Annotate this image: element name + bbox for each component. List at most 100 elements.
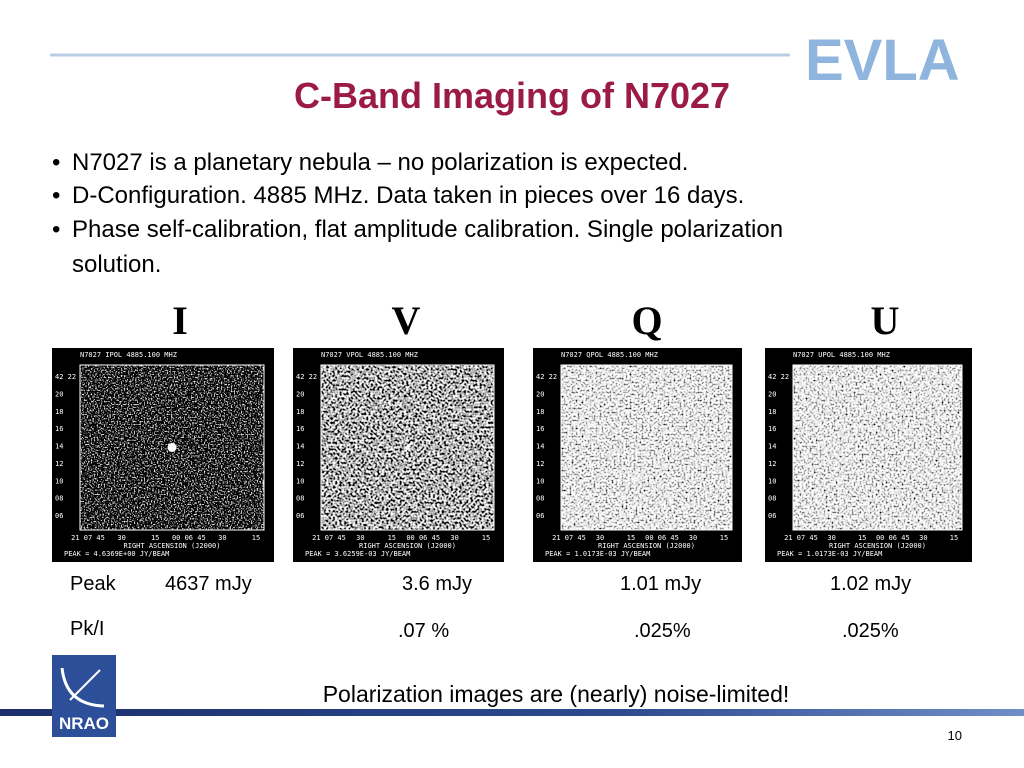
image-x-label: RIGHT ASCENSION (J2000) <box>359 542 456 550</box>
image-y-tick: 18 <box>296 408 304 416</box>
image-y-tick: 06 <box>768 512 776 520</box>
image-y-tick: 06 <box>296 512 304 520</box>
image-y-tick: 42 22 <box>768 373 789 381</box>
image-y-tick: 18 <box>55 408 63 416</box>
noise-image <box>793 365 962 530</box>
image-x-tick: 21 07 45 <box>784 534 818 542</box>
evla-logo: EVLA <box>805 28 960 93</box>
image-y-tick: 10 <box>768 477 776 485</box>
cell: 3.6 mJy <box>402 573 472 595</box>
plot-border <box>79 364 265 531</box>
image-y-tick: 06 <box>55 512 63 520</box>
bullet-dot: • <box>52 149 60 176</box>
image-x-tick: 00 06 45 <box>645 534 679 542</box>
page-number: 10 <box>948 728 962 743</box>
peak-table: Peak 4637 mJy 3.6 mJy 1.01 mJy 1.02 mJy … <box>70 573 911 642</box>
image-panels: I N7027 IPOL 4885.100 MHZ 42 22 20 18 16 14 12 1… <box>52 298 972 562</box>
image-x-tick: 30 <box>117 534 125 542</box>
image-header: N7027 IPOL 4885.100 MHZ <box>80 351 177 359</box>
bullet-dot: • <box>52 216 60 243</box>
cell: 4637 mJy <box>165 573 252 595</box>
plot-border <box>560 364 733 531</box>
bullet: solution. <box>72 251 161 278</box>
bullet: N7027 is a planetary nebula – no polariz… <box>72 149 688 176</box>
image-x-tick: 21 07 45 <box>71 534 105 542</box>
image-x-tick: 15 <box>950 534 958 542</box>
image-x-tick: 00 06 45 <box>172 534 206 542</box>
bullet-dot: • <box>52 182 60 209</box>
image-x-tick: 00 06 45 <box>876 534 910 542</box>
image-y-tick: 16 <box>768 425 776 433</box>
image-y-tick: 20 <box>536 390 544 398</box>
image-y-tick: 08 <box>55 495 63 503</box>
image-x-tick: 30 <box>689 534 697 542</box>
nrao-logo: NRAO <box>52 655 116 737</box>
image-y-tick: 14 <box>296 443 304 451</box>
image-y-tick: 20 <box>296 390 304 398</box>
row-label: Peak <box>70 573 117 595</box>
image-y-tick: 10 <box>296 477 304 485</box>
image-y-tick: 42 22 <box>296 373 317 381</box>
image-x-tick: 30 <box>450 534 458 542</box>
image-x-tick: 00 06 45 <box>406 534 440 542</box>
bullet: D-Configuration. 4885 MHz. Data taken in… <box>72 182 744 209</box>
image-x-label: RIGHT ASCENSION (J2000) <box>598 542 695 550</box>
image-header: N7027 QPOL 4885.100 MHZ <box>561 351 658 359</box>
image-x-tick: 30 <box>356 534 364 542</box>
image-x-tick: 15 <box>627 534 635 542</box>
image-y-tick: 12 <box>55 460 63 468</box>
image-y-tick: 16 <box>55 425 63 433</box>
image-y-tick: 10 <box>536 477 544 485</box>
cell: .07 % <box>398 620 449 642</box>
image-y-tick: 14 <box>536 443 544 451</box>
image-peak: PEAK = 1.0173E-03 JY/BEAM <box>777 550 882 558</box>
image-peak: PEAK = 1.0173E-03 JY/BEAM <box>545 550 650 558</box>
logo-text: NRAO <box>59 714 109 733</box>
image-y-tick: 18 <box>536 408 544 416</box>
image-header: N7027 UPOL 4885.100 MHZ <box>793 351 890 359</box>
image-y-tick: 08 <box>536 495 544 503</box>
cell: 1.02 mJy <box>830 573 911 595</box>
image-x-tick: 30 <box>827 534 835 542</box>
image-y-tick: 12 <box>536 460 544 468</box>
image-x-tick: 21 07 45 <box>312 534 346 542</box>
panel-label: U <box>871 298 900 343</box>
logo-beam <box>69 669 101 701</box>
row-label: Pk/I <box>70 618 104 640</box>
image-y-tick: 16 <box>296 425 304 433</box>
image-y-tick: 08 <box>768 495 776 503</box>
panel-label: Q <box>631 298 662 343</box>
image-y-tick: 42 22 <box>55 373 76 381</box>
image-x-tick: 30 <box>218 534 226 542</box>
image-x-tick: 15 <box>252 534 260 542</box>
image-x-tick: 15 <box>720 534 728 542</box>
cell: 1.01 mJy <box>620 573 701 595</box>
image-x-label: RIGHT ASCENSION (J2000) <box>829 542 926 550</box>
image-y-tick: 16 <box>536 425 544 433</box>
footer-bar <box>0 709 1024 716</box>
image-x-label: RIGHT ASCENSION (J2000) <box>124 542 221 550</box>
image-x-tick: 21 07 45 <box>552 534 586 542</box>
image-y-tick: 06 <box>536 512 544 520</box>
footer-note: Polarization images are (nearly) noise-l… <box>323 681 790 707</box>
image-x-tick: 15 <box>388 534 396 542</box>
image-y-tick: 10 <box>55 477 63 485</box>
image-x-tick: 15 <box>151 534 159 542</box>
image-x-tick: 15 <box>858 534 866 542</box>
image-peak: PEAK = 3.6259E-03 JY/BEAM <box>305 550 410 558</box>
panel-label: V <box>392 298 421 343</box>
image-y-tick: 20 <box>55 390 63 398</box>
image-y-tick: 20 <box>768 390 776 398</box>
image-y-tick: 08 <box>296 495 304 503</box>
bullet-list: • N7027 is a planetary nebula – no polar… <box>52 149 783 278</box>
slide-title: C-Band Imaging of N7027 <box>294 75 730 116</box>
cell: .025% <box>842 620 899 642</box>
image-x-tick: 30 <box>919 534 927 542</box>
noise-image <box>561 365 732 530</box>
image-y-tick: 12 <box>296 460 304 468</box>
image-x-tick: 30 <box>596 534 604 542</box>
source <box>167 443 177 452</box>
image-x-tick: 15 <box>482 534 490 542</box>
source-residual <box>404 442 412 453</box>
